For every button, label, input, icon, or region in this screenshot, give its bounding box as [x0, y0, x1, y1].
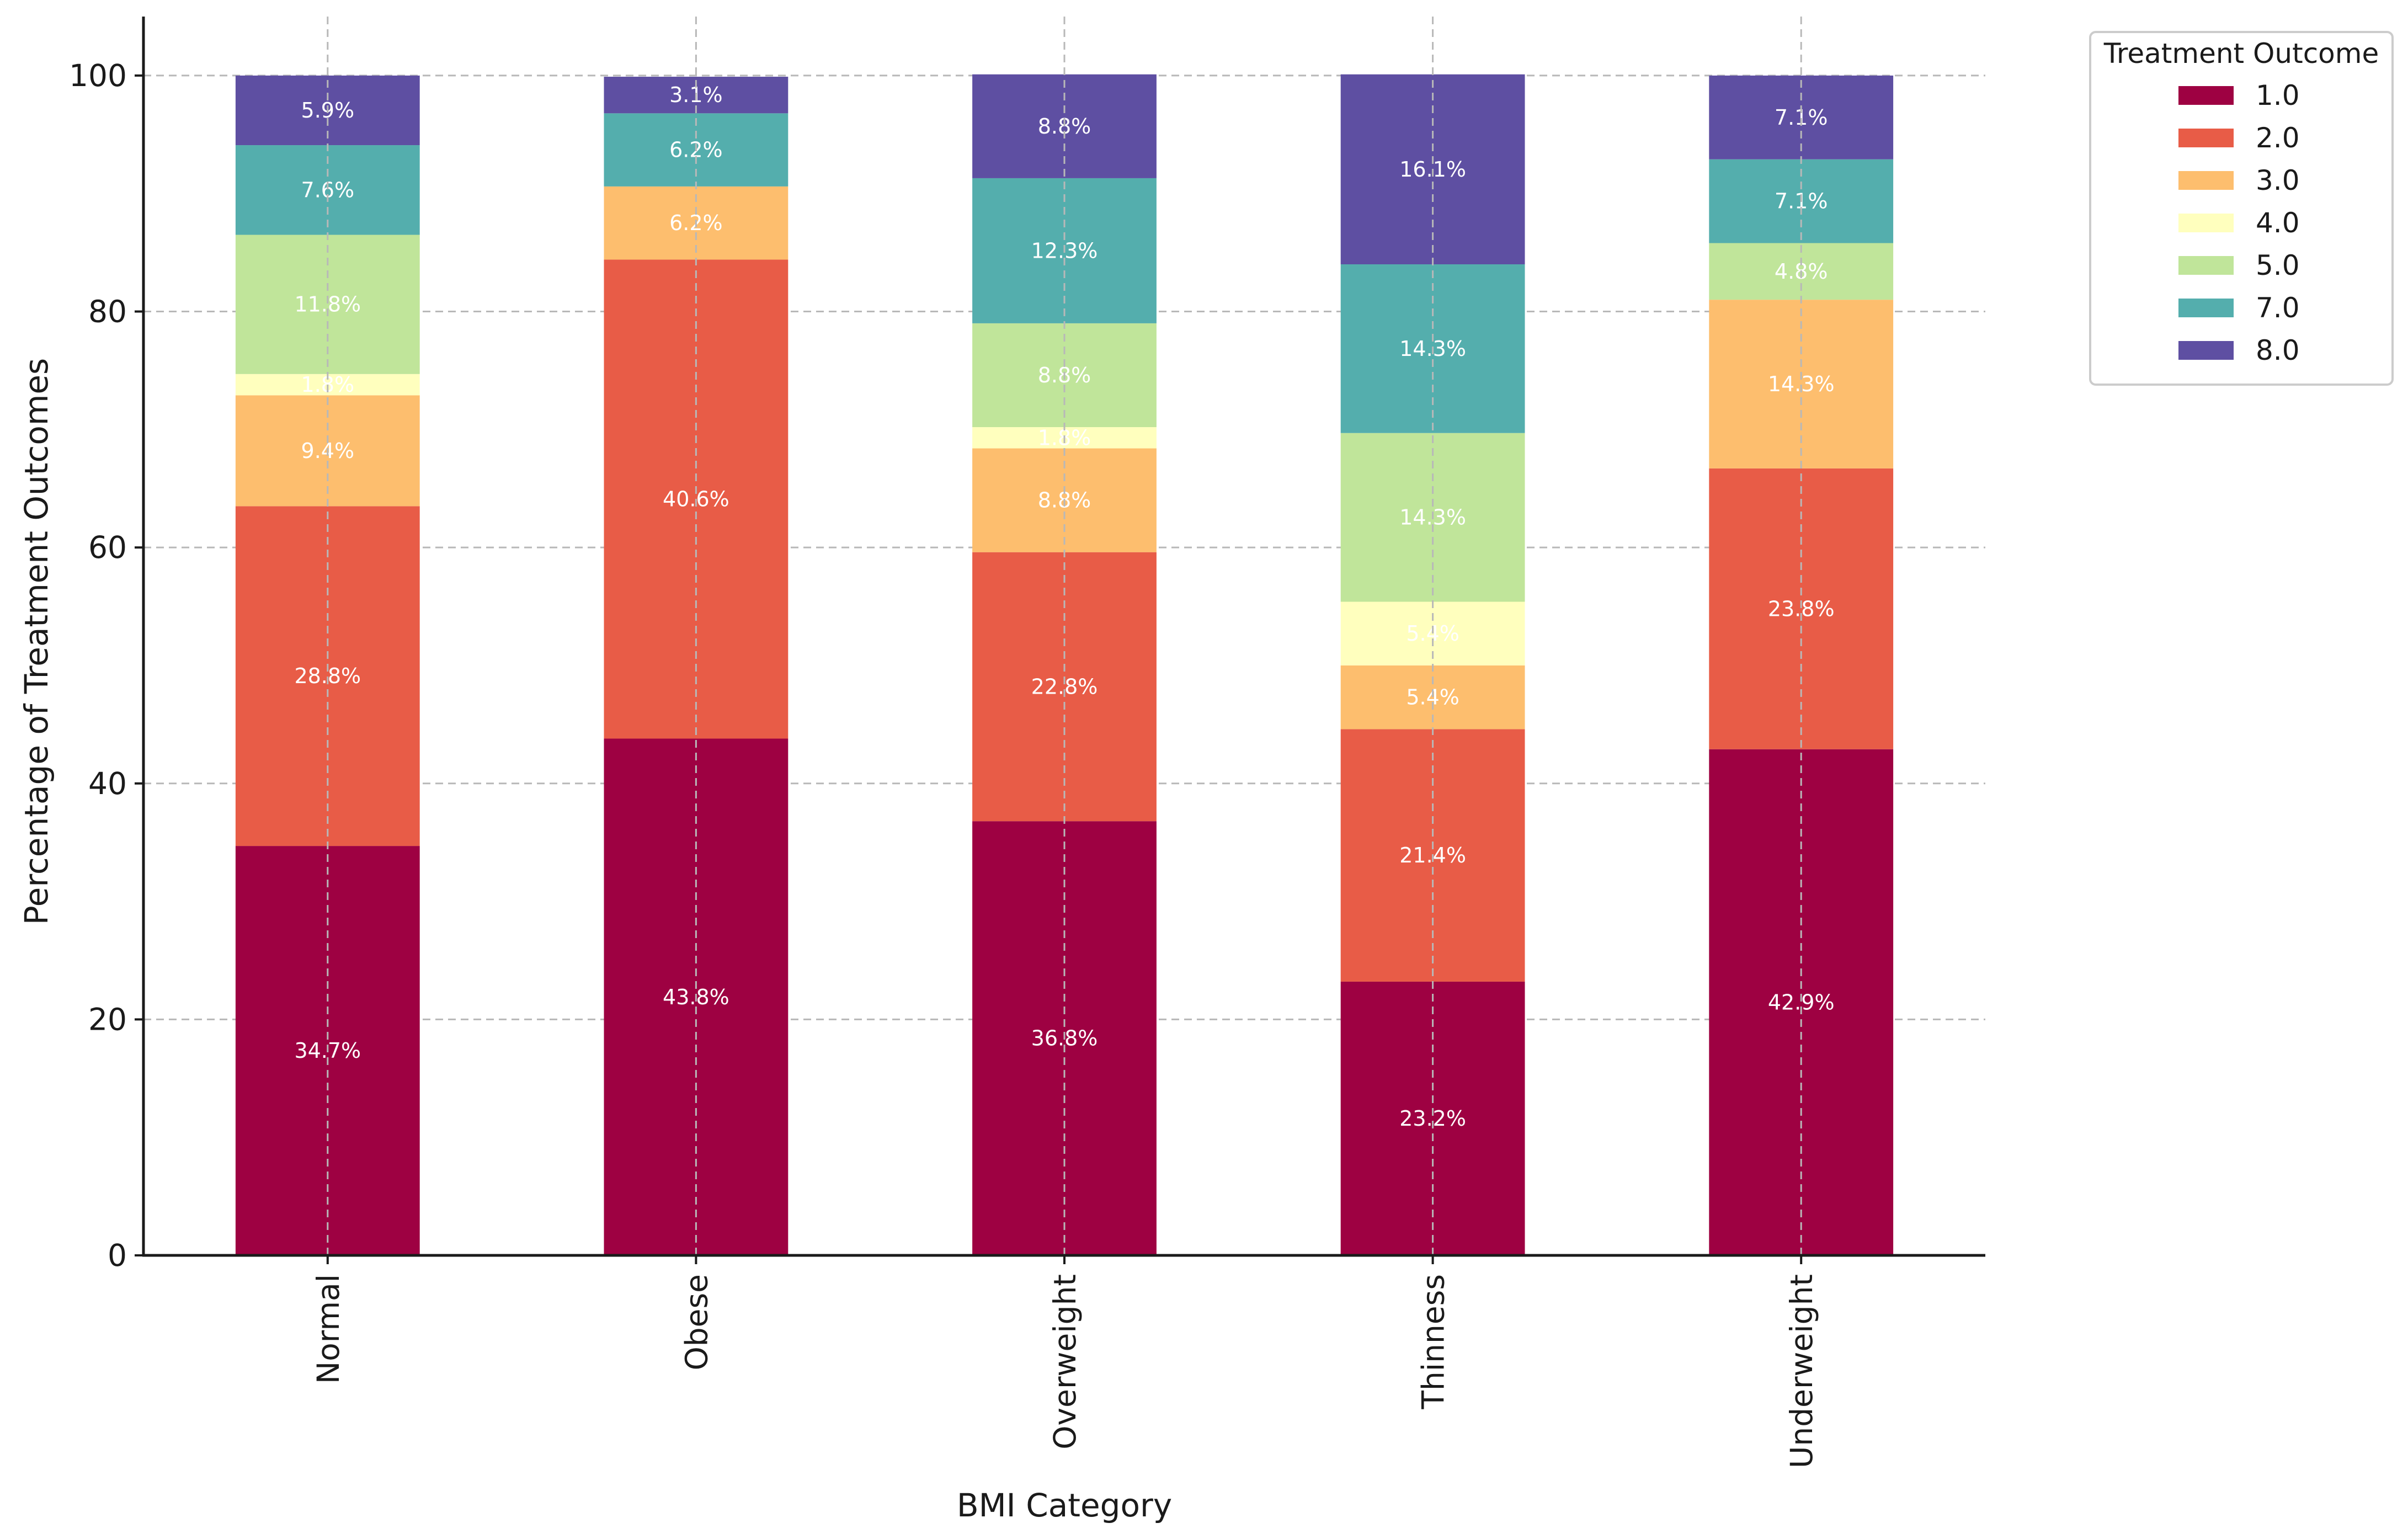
legend-swatch [2178, 129, 2234, 147]
legend-swatch [2178, 341, 2234, 360]
legend-label: 4.0 [2256, 207, 2300, 239]
legend-label: 7.0 [2256, 292, 2300, 324]
data-labels: 34.7%28.8%9.4%1.8%11.8%7.6%5.9%43.8%40.6… [294, 17, 1835, 1255]
legend-label: 2.0 [2256, 122, 2300, 154]
legend-swatch [2178, 171, 2234, 190]
y-tick-label: 0 [108, 1238, 127, 1273]
legend-swatch [2178, 86, 2234, 105]
y-tick-label: 80 [88, 294, 127, 329]
x-tick-label: Obese [679, 1274, 714, 1371]
x-tick-label: Overweight [1047, 1274, 1083, 1450]
y-tick-label: 60 [88, 530, 127, 565]
legend-swatch [2178, 214, 2234, 232]
legend-swatch [2178, 299, 2234, 317]
legend-label: 1.0 [2256, 79, 2300, 111]
legend-swatch [2178, 256, 2234, 275]
bar-segment [972, 552, 1157, 822]
y-tick-label: 100 [69, 58, 127, 93]
legend-label: 5.0 [2256, 249, 2300, 281]
legend: Treatment Outcome 1.0 2.0 3.0 4.0 5.0 7.0 8.0 [2089, 31, 2394, 386]
legend-label: 8.0 [2256, 334, 2300, 366]
axes: 0 20 40 60 80 100 Normal Obese Overweight Thinnes… [69, 17, 1985, 1468]
x-axis-title: BMI Category [957, 1487, 1172, 1524]
legend-label: 3.0 [2256, 164, 2300, 196]
legend-frame [2089, 31, 2394, 386]
legend-title: Treatment Outcome [2103, 38, 2379, 70]
x-tick-label: Normal [311, 1274, 346, 1384]
x-tick-label: Thinness [1416, 1274, 1451, 1410]
y-tick-label: 20 [88, 1002, 127, 1037]
y-tick-label: 40 [88, 766, 127, 801]
x-tick-label: Underweight [1784, 1274, 1819, 1468]
y-axis-title: Percentage of Treatment Outcomes [18, 358, 55, 925]
